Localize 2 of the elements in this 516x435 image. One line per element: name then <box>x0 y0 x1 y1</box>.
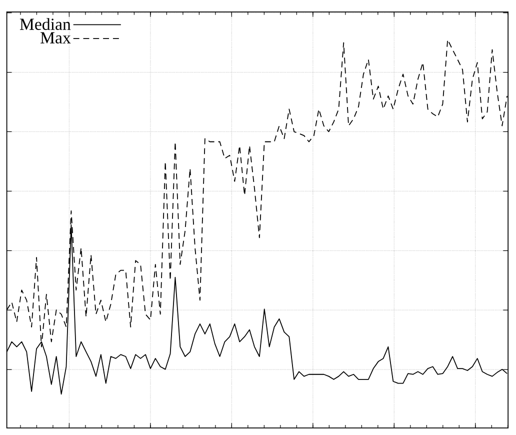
legend-label: Max <box>40 32 71 44</box>
legend-label: Median <box>20 18 71 30</box>
